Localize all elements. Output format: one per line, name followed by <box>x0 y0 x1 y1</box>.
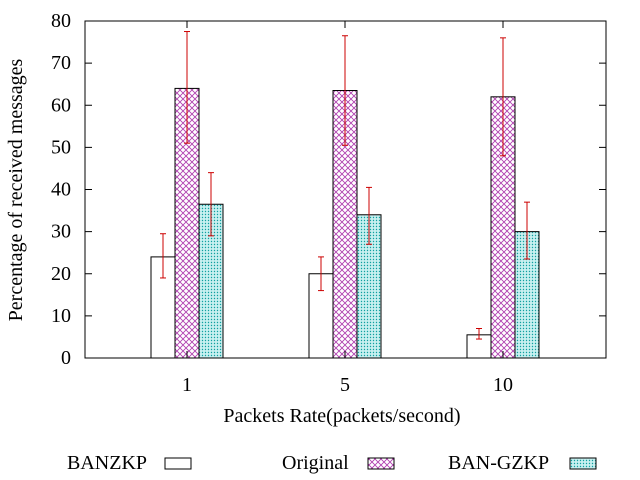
legend-swatch-original <box>367 457 395 470</box>
y-axis: 0 10 20 30 40 50 60 70 80 <box>51 10 606 369</box>
x-tick-label-1: 1 <box>182 374 192 396</box>
y-tick-label-80: 80 <box>51 10 71 32</box>
x-tick-label-10: 10 <box>493 374 513 396</box>
error-bar-original-5 <box>342 35 348 146</box>
y-tick-label-60: 60 <box>51 94 71 116</box>
legend-label-original: Original <box>282 452 349 474</box>
y-tick-label-40: 40 <box>51 179 71 201</box>
x-axis-label: Packets Rate(packets/second) <box>223 405 460 427</box>
error-bar-ban-gzkp-5 <box>366 186 372 245</box>
error-bar-banzkp-1 <box>160 233 166 279</box>
y-tick-label-70: 70 <box>51 52 71 74</box>
error-bar-ban-gzkp-1 <box>208 172 214 237</box>
x-axis: 1 5 10 <box>182 21 513 396</box>
x-tick-label-5: 5 <box>340 374 350 396</box>
error-bar-ban-gzkp-10 <box>524 201 530 260</box>
error-bar-banzkp-10 <box>476 328 482 340</box>
y-tick-label-0: 0 <box>61 347 71 369</box>
error-bar-original-10 <box>500 37 506 157</box>
legend-swatch-banzkp <box>164 457 192 470</box>
error-bar-original-1 <box>184 31 190 144</box>
legend-swatch-ban-gzkp <box>569 457 597 470</box>
legend-label-banzkp: BANZKP <box>67 452 147 474</box>
error-bars-layer <box>160 31 530 340</box>
y-tick-label-30: 30 <box>51 221 71 243</box>
error-bar-banzkp-5 <box>318 256 324 292</box>
y-axis-label: Percentage of received messages <box>5 58 27 321</box>
y-tick-label-10: 10 <box>51 305 71 327</box>
legend-label-ban-gzkp: BAN-GZKP <box>448 452 549 474</box>
y-tick-label-50: 50 <box>51 136 71 158</box>
legend: BANZKP Original BAN-GZKP <box>67 452 597 474</box>
y-tick-label-20: 20 <box>51 263 71 285</box>
